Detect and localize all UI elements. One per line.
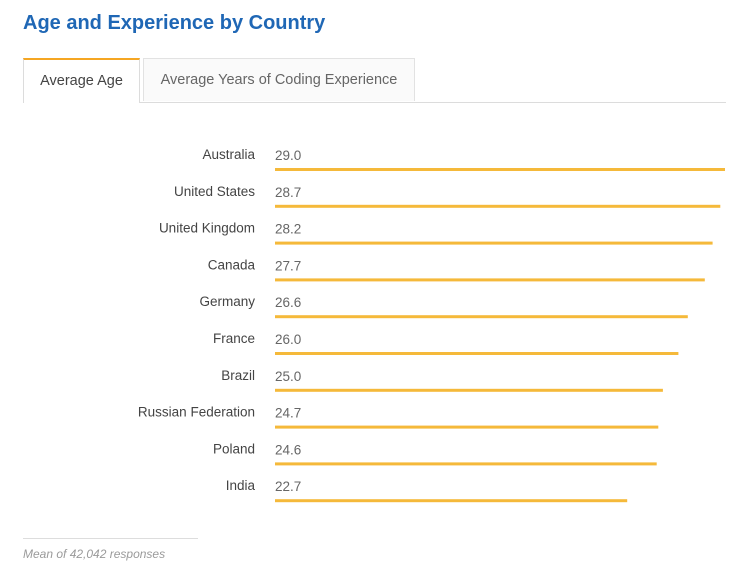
bar-india	[275, 499, 628, 503]
value-label-france: 26.0	[275, 332, 301, 347]
tab-bar: Average Age Average Years of Coding Expe…	[23, 58, 726, 103]
country-label-united-states: United States	[174, 184, 255, 199]
country-label-united-kingdom: United Kingdom	[159, 221, 255, 236]
value-label-canada: 27.7	[275, 258, 301, 273]
bar-russian-federation	[275, 425, 659, 429]
value-label-brazil: 25.0	[275, 369, 301, 384]
value-label-united-states: 28.7	[275, 185, 301, 200]
footer-note: Mean of 42,042 responses	[23, 547, 166, 561]
value-label-germany: 26.6	[275, 295, 301, 310]
bar-australia	[275, 168, 725, 171]
country-label-france: France	[213, 331, 255, 346]
country-label-russian-federation: Russian Federation	[138, 405, 255, 420]
bar-united-kingdom	[275, 241, 713, 245]
bar-poland	[275, 462, 657, 466]
tab-average-age[interactable]: Average Age	[23, 58, 140, 103]
country-label-germany: Germany	[199, 294, 255, 309]
bar-france	[275, 352, 679, 355]
chart-title: Age and Experience by Country	[23, 12, 326, 34]
tab-average-coding-experience[interactable]: Average Years of Coding Experience	[143, 58, 415, 101]
footer-divider	[23, 538, 198, 539]
bar-canada	[275, 278, 705, 282]
country-label-india: India	[226, 478, 256, 493]
value-label-russian-federation: 24.7	[275, 406, 301, 421]
value-label-india: 22.7	[275, 479, 301, 494]
country-label-poland: Poland	[213, 441, 255, 456]
value-label-australia: 29.0	[275, 148, 301, 163]
bar-united-states	[275, 204, 721, 208]
value-label-united-kingdom: 28.2	[275, 222, 301, 237]
country-label-canada: Canada	[208, 257, 256, 272]
bar-brazil	[275, 388, 663, 392]
value-label-poland: 24.6	[275, 442, 301, 457]
bar-germany	[275, 315, 688, 319]
country-label-australia: Australia	[202, 147, 255, 162]
country-label-brazil: Brazil	[221, 368, 255, 383]
